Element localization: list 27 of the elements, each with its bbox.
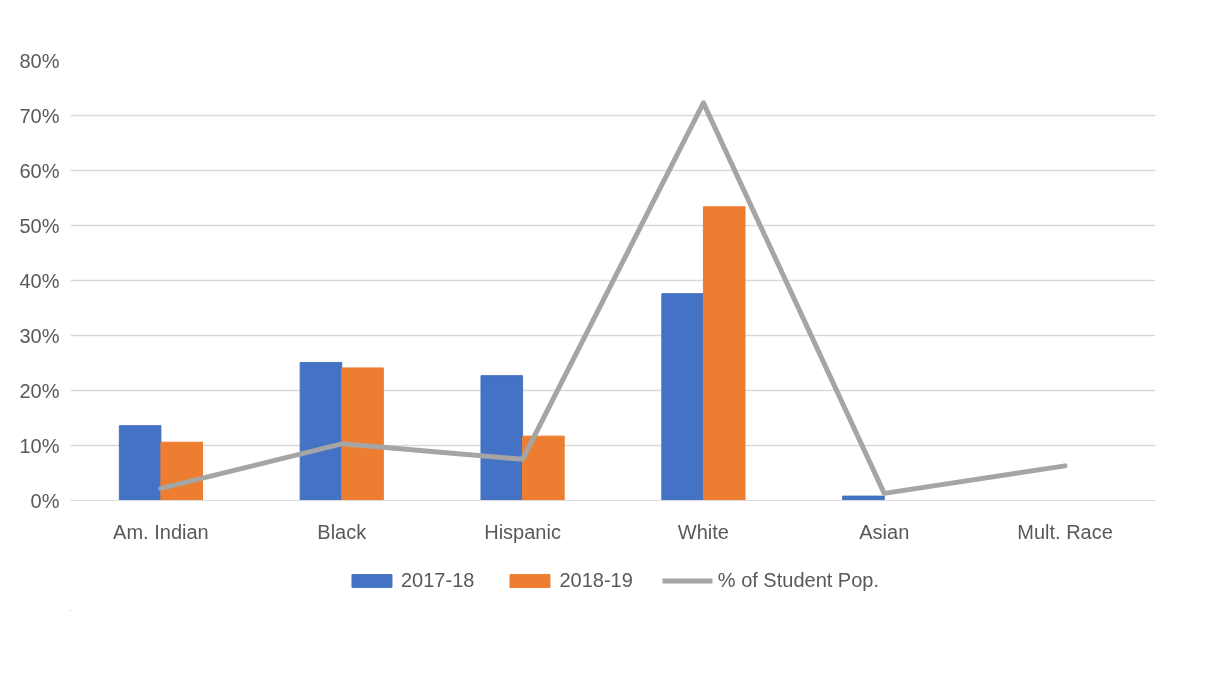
bar [842, 495, 885, 501]
bar [341, 367, 384, 501]
x-tick-label: White [677, 520, 729, 543]
y-tick-label: 40% [19, 269, 60, 292]
y-tick-label: 60% [19, 159, 60, 182]
bar [702, 206, 746, 501]
y-tick-label: 30% [19, 324, 60, 347]
x-tick-label: Mult. Race [1017, 520, 1113, 543]
x-tick-label: Asian [859, 520, 910, 543]
bar [480, 375, 524, 501]
y-tick-label: 80% [19, 49, 60, 72]
y-tick-label: 20% [19, 379, 60, 402]
x-tick-label: Black [317, 520, 368, 543]
legend-label: % of Student Pop. [717, 568, 880, 592]
y-tick-label: 0% [30, 489, 60, 512]
y-tick-label: 10% [19, 434, 60, 457]
bar [118, 425, 162, 501]
bar [522, 435, 565, 501]
x-tick-label: Am. Indian [113, 520, 209, 543]
legend-label: 2018-19 [559, 568, 633, 592]
bar [661, 293, 704, 501]
legend-label: 2017-18 [400, 568, 475, 592]
bar [299, 361, 343, 501]
y-tick-label: 50% [19, 214, 60, 237]
y-tick-label: 70% [19, 104, 60, 127]
bar [160, 441, 204, 501]
x-tick-label: Hispanic [484, 520, 561, 543]
